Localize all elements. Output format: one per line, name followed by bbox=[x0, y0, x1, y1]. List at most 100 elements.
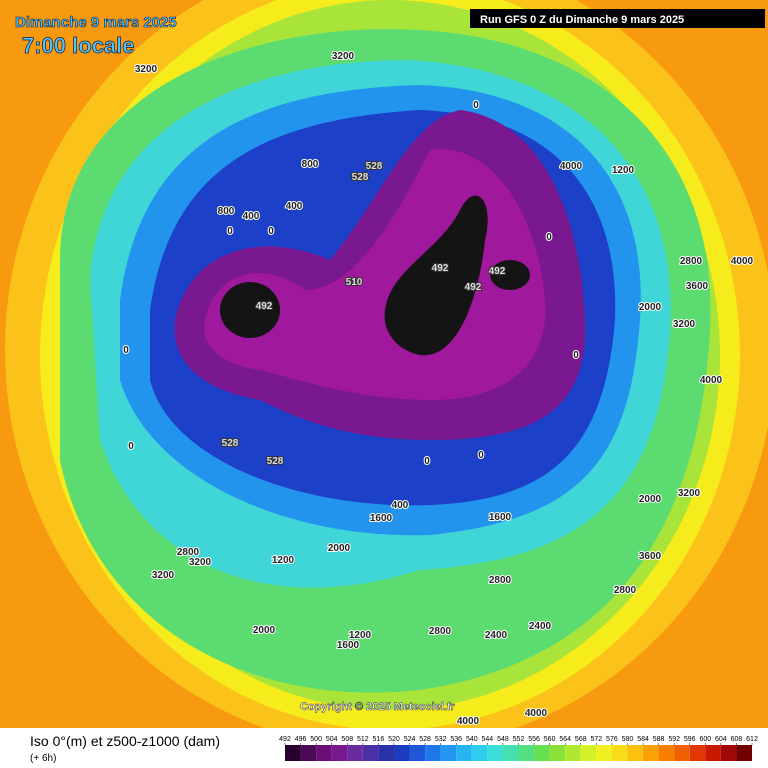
contour-label: 3600 bbox=[686, 281, 709, 292]
contour-label: 3200 bbox=[152, 570, 175, 581]
colorbar-swatch bbox=[378, 745, 394, 761]
legend-step: (+ 6h) bbox=[30, 753, 56, 764]
copyright: Copyright © 2025 Meteociel.fr bbox=[300, 701, 456, 713]
map-field bbox=[5, 0, 768, 750]
contour-label: 2000 bbox=[328, 543, 351, 554]
colorbar-tick-label: 500 bbox=[310, 736, 322, 743]
run-box bbox=[470, 9, 765, 28]
colorbar-swatch bbox=[720, 745, 737, 761]
run-title: Run GFS 0 Z du Dimanche 9 mars 2025 bbox=[480, 14, 684, 26]
contour-label: 400 bbox=[243, 211, 260, 222]
colorbar-tick-label: 544 bbox=[482, 736, 494, 743]
contour-label: 400 bbox=[392, 500, 409, 511]
colorbar-tick-label: 528 bbox=[419, 736, 431, 743]
contour-label: 492 bbox=[489, 266, 506, 277]
colorbar-swatch bbox=[347, 745, 363, 761]
contour-label: 0 bbox=[424, 456, 430, 467]
colorbar-swatch bbox=[409, 745, 426, 761]
contour-label: 0 bbox=[128, 441, 134, 452]
colorbar-tick-label: 508 bbox=[341, 736, 353, 743]
contour-label: 3200 bbox=[673, 319, 696, 330]
contour-label: 2400 bbox=[485, 630, 508, 641]
colorbar-tick-label: 536 bbox=[450, 736, 462, 743]
colorbar-swatch bbox=[362, 745, 379, 761]
colorbar-swatch bbox=[611, 745, 628, 761]
contour-label: 3200 bbox=[678, 488, 701, 499]
colorbar-tick-label: 564 bbox=[559, 736, 571, 743]
contour-label: 400 bbox=[286, 201, 303, 212]
contour-label: 3600 bbox=[639, 551, 662, 562]
colorbar-tick-label: 604 bbox=[715, 736, 727, 743]
contour-label: 0 bbox=[268, 226, 274, 237]
colorbar-tick-label: 552 bbox=[513, 736, 525, 743]
contour-label: 4000 bbox=[560, 161, 583, 172]
colorbar: 492 496 500 504 508 512 516 520 524 528 532 536 540 5… bbox=[279, 736, 758, 761]
colorbar-tick-label: 492 bbox=[279, 736, 291, 743]
colorbar-tick-label: 600 bbox=[699, 736, 711, 743]
colorbar-swatch bbox=[285, 745, 301, 761]
contour-label: 492 bbox=[465, 282, 482, 293]
colorbar-tick-label: 504 bbox=[326, 736, 338, 743]
colorbar-swatch bbox=[549, 745, 566, 761]
colorbar-tick-label: 588 bbox=[653, 736, 665, 743]
colorbar-swatch bbox=[643, 745, 659, 761]
contour-label: 528 bbox=[366, 161, 383, 172]
colorbar-tick-label: 612 bbox=[746, 736, 758, 743]
contour-label: 528 bbox=[267, 456, 284, 467]
colorbar-swatch bbox=[736, 745, 752, 761]
colorbar-swatch bbox=[456, 745, 472, 761]
contour-label: 0 bbox=[573, 350, 579, 361]
contour-label: 528 bbox=[222, 438, 239, 449]
colorbar-swatch bbox=[705, 745, 721, 761]
colorbar-tick-label: 512 bbox=[357, 736, 369, 743]
colorbar-swatch bbox=[518, 745, 535, 761]
contour-label: 528 bbox=[352, 172, 369, 183]
contour-label: 1200 bbox=[349, 630, 372, 641]
colorbar-swatch bbox=[393, 745, 410, 761]
contour-label: 2800 bbox=[429, 626, 452, 637]
colorbar-tick-label: 556 bbox=[528, 736, 540, 743]
contour-label: 0 bbox=[473, 100, 479, 111]
contour-label: 2800 bbox=[680, 256, 703, 267]
contour-label: 0 bbox=[227, 226, 233, 237]
contour-label: 1200 bbox=[272, 555, 295, 566]
colorbar-swatch bbox=[425, 745, 441, 761]
contour-label: 492 bbox=[432, 263, 449, 274]
colorbar-tick-label: 524 bbox=[404, 736, 416, 743]
core-west bbox=[220, 282, 280, 338]
colorbar-tick-label: 608 bbox=[731, 736, 743, 743]
colorbar-swatch bbox=[331, 745, 348, 761]
colorbar-swatch bbox=[316, 745, 332, 761]
colorbar-tick-label: 568 bbox=[575, 736, 587, 743]
colorbar-swatch bbox=[440, 745, 457, 761]
date-title: Dimanche 9 mars 2025 bbox=[15, 14, 177, 31]
colorbar-tick-label: 580 bbox=[622, 736, 634, 743]
colorbar-tick-label: 496 bbox=[295, 736, 307, 743]
colorbar-swatch bbox=[580, 745, 597, 761]
contour-label: 1200 bbox=[612, 165, 635, 176]
contour-label: 4000 bbox=[525, 708, 548, 719]
colorbar-swatch bbox=[565, 745, 581, 761]
colorbar-swatch bbox=[502, 745, 519, 761]
contour-label: 800 bbox=[302, 159, 319, 170]
contour-label: 2000 bbox=[639, 494, 662, 505]
contour-label: 2400 bbox=[529, 621, 552, 632]
colorbar-tick-label: 584 bbox=[637, 736, 649, 743]
contour-label: 0 bbox=[546, 232, 552, 243]
core-east bbox=[490, 260, 530, 290]
colorbar-tick-label: 516 bbox=[373, 736, 385, 743]
contour-label: 2800 bbox=[489, 575, 512, 586]
contour-label: 4000 bbox=[457, 716, 480, 727]
contour-label: 2800 bbox=[614, 585, 637, 596]
contour-label: 0 bbox=[123, 345, 129, 356]
colorbar-swatch bbox=[487, 745, 503, 761]
contour-label: 2800 bbox=[177, 547, 200, 558]
contour-label: 3200 bbox=[135, 64, 158, 75]
colorbar-tick-label: 520 bbox=[388, 736, 400, 743]
colorbar-swatch bbox=[471, 745, 488, 761]
colorbar-tick-label: 592 bbox=[668, 736, 680, 743]
colorbar-swatch bbox=[658, 745, 675, 761]
time-title: 7:00 locale bbox=[22, 33, 135, 58]
